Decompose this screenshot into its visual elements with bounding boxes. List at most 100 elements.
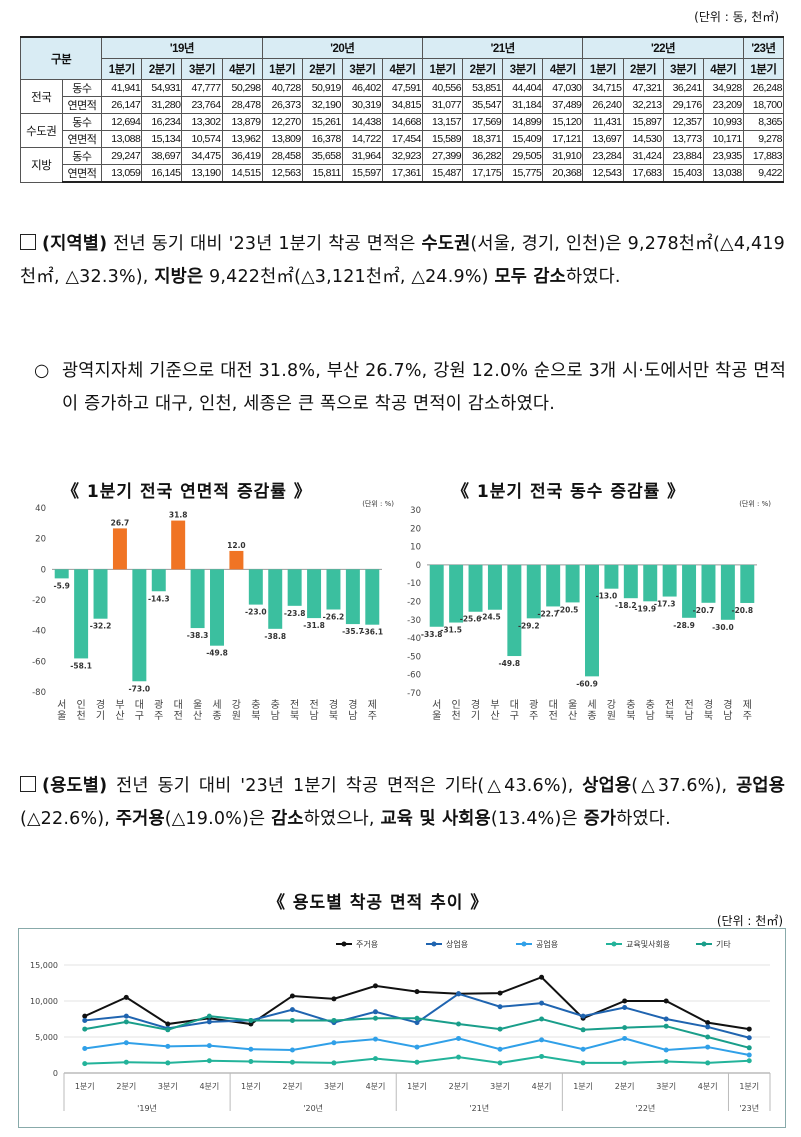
category-tick-label: 전 (174, 710, 183, 722)
value-cell: 15,409 (502, 130, 544, 148)
text-span: (서울, 경기, 인천)은 9,278천㎡(△4,419천㎡, △32.3%), (20, 234, 785, 287)
series-point (746, 1045, 752, 1051)
value-cell: 26,147 (101, 96, 143, 114)
y-tick-label: 0 (53, 1069, 58, 1078)
quarter-header: 1분기 (582, 58, 624, 80)
quarter-header: 2분기 (622, 58, 664, 80)
category-tick-label: 기 (471, 710, 480, 722)
series-point (539, 1037, 545, 1043)
data-label: -33.8 (421, 630, 443, 639)
value-cell: 14,722 (341, 130, 383, 148)
series-point (456, 991, 462, 997)
data-label: -36.1 (361, 628, 383, 637)
series-point (746, 1058, 752, 1064)
data-label: -26.2 (323, 613, 345, 622)
y-tick-label: -30 (407, 616, 421, 626)
bar-인천 (449, 564, 464, 623)
series-point (123, 1059, 129, 1065)
bar-울산 (190, 569, 205, 629)
series-point (123, 1040, 129, 1046)
data-label: -73.0 (129, 684, 151, 693)
bar-대전 (546, 564, 561, 607)
series-point (289, 1047, 295, 1053)
value-cell: 35,658 (301, 147, 343, 165)
value-cell: 26,248 (742, 79, 785, 97)
category-tick-label: 주 (743, 711, 752, 722)
category-tick-label: 인 (77, 699, 86, 711)
series-point (622, 1035, 628, 1041)
checkbox-square-icon (20, 776, 36, 792)
series-point (206, 1058, 212, 1064)
series-point (414, 1020, 420, 1026)
series-point (497, 1004, 503, 1010)
bar-대구 (507, 564, 522, 657)
category-tick-label: 기 (96, 710, 105, 722)
category-tick-label: 강 (607, 699, 616, 711)
value-cell: 14,515 (221, 164, 263, 183)
x-tick-label: 2분기 (116, 1082, 136, 1091)
series-point (331, 996, 337, 1002)
value-cell: 12,694 (101, 113, 143, 131)
value-cell: 50,919 (301, 79, 343, 97)
value-cell: 13,302 (181, 113, 223, 131)
quarter-header: 4분기 (381, 58, 424, 80)
quarter-header: 3분기 (662, 58, 704, 80)
series-point (622, 1004, 628, 1010)
year-header: '21년 (422, 36, 584, 59)
category-header: 구분 (19, 36, 103, 80)
category-tick-label: 충 (251, 699, 260, 711)
category-tick-label: 전 (549, 710, 558, 722)
category-tick-label: 울 (568, 699, 577, 711)
emphasis-text: 교육 및 사회용 (380, 809, 491, 829)
value-cell: 26,373 (261, 96, 303, 114)
year-group-label: '20년 (303, 1103, 323, 1113)
category-tick-label: 주 (529, 711, 538, 722)
series-point (663, 1047, 669, 1053)
category-tick-label: 충 (626, 699, 635, 711)
circle-bullet-icon: ○ (34, 361, 50, 381)
series-point (331, 1017, 337, 1023)
value-cell: 26,240 (582, 96, 624, 114)
bullet-text: 광역지자체 기준으로 대전 31.8%, 부산 26.7%, 강원 12.0% … (62, 361, 786, 414)
text-span: 전년 동기 대비 '23년 1분기 착공 면적은 (107, 234, 422, 254)
data-label: -22.7 (537, 609, 559, 618)
metric-cell: 연면적 (61, 130, 103, 148)
series-point (580, 1046, 586, 1052)
data-label: -20.7 (693, 606, 715, 615)
value-cell: 46,402 (341, 79, 383, 97)
data-label: -49.8 (499, 659, 521, 668)
quarter-header: 1분기 (422, 58, 464, 80)
category-tick-label: 충 (646, 699, 655, 711)
data-label: -19.9 (634, 604, 656, 613)
series-point (165, 1021, 171, 1027)
series-point (580, 1013, 586, 1019)
value-cell: 34,815 (381, 96, 424, 114)
category-tick-label: 북 (665, 710, 674, 722)
series-point (123, 1019, 129, 1025)
bar-서울 (429, 564, 444, 627)
quarter-header: 3분기 (502, 58, 544, 80)
value-cell: 47,321 (622, 79, 664, 97)
category-tick-label: 부 (490, 700, 499, 711)
data-label: -18.2 (615, 601, 637, 610)
bar-충북 (248, 569, 263, 605)
y-tick-label: 0 (416, 561, 421, 571)
value-cell: 15,403 (662, 164, 704, 183)
category-tick-label: 전 (309, 699, 318, 711)
legend-label: 공업용 (536, 940, 558, 949)
series-point (289, 1059, 295, 1065)
text-span: (△19.0%)은 (164, 809, 272, 829)
legend-label: 교육및사회용 (626, 939, 670, 949)
y-tick-label: -20 (32, 596, 46, 606)
value-cell: 9,278 (742, 130, 785, 148)
category-tick-label: 남 (271, 710, 280, 722)
data-label: -35.7 (342, 627, 364, 636)
bar-대구 (132, 569, 147, 682)
category-tick-label: 강 (232, 699, 241, 711)
value-cell: 13,088 (101, 130, 143, 148)
metric-cell: 동수 (61, 113, 103, 131)
series-point (372, 983, 378, 989)
series-point (622, 998, 628, 1004)
x-tick-label: 4분기 (199, 1082, 219, 1091)
value-cell: 31,077 (422, 96, 464, 114)
